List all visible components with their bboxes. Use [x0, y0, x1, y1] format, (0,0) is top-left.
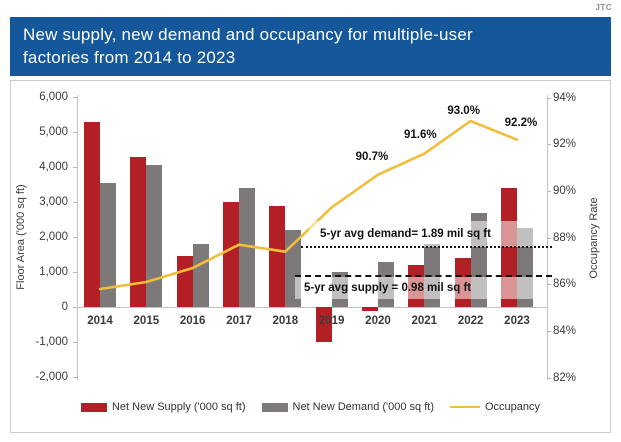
y-axis-tick-label: 2,000 — [39, 231, 68, 243]
right-axis-tick-label: 82% — [553, 371, 577, 384]
right-axis-tick-mark — [547, 377, 551, 379]
right-axis-tick-mark — [547, 237, 551, 239]
y-axis-tick-mark — [73, 132, 77, 133]
y-axis-tick-label: 4,000 — [39, 161, 68, 173]
right-axis-tick-mark — [547, 191, 551, 193]
x-axis-label-2021: 2021 — [411, 315, 438, 327]
legend-item-demand: Net New Demand ('000 sq ft) — [261, 401, 435, 413]
y-axis-tick-mark — [73, 272, 77, 273]
y-axis-tick-mark — [73, 97, 77, 98]
right-axis-tick-label: 90% — [553, 185, 577, 198]
right-axis-tick-mark — [547, 144, 551, 146]
chart-title-line-1: New supply, new demand and occupancy for… — [23, 25, 473, 44]
y-axis-tick-label: -2,000 — [35, 371, 68, 383]
avg-supply-refline — [295, 275, 552, 277]
x-axis-label-2023: 2023 — [504, 315, 530, 327]
legend-swatch-supply — [80, 402, 107, 412]
x-axis-label-2015: 2015 — [133, 315, 160, 327]
x-axis-label-2016: 2016 — [179, 315, 206, 327]
y-axis-tick-mark — [73, 202, 77, 203]
right-axis-line — [547, 95, 548, 380]
legend-line-occupancy — [450, 406, 480, 408]
avg-supply-annotation: 5-yr avg supply = 0.98 mil sq ft — [295, 277, 543, 299]
occupancy-label-2020: 90.7% — [355, 150, 389, 163]
y-axis-tick-mark — [73, 377, 77, 378]
right-axis-tick-mark — [547, 97, 551, 99]
x-axis-label-2019: 2019 — [318, 315, 345, 327]
legend-item-occupancy: Occupancy — [450, 401, 540, 413]
occupancy-label-2023: 92.2% — [504, 116, 538, 129]
right-axis-tick-label: 92% — [553, 138, 577, 151]
y-axis-tick-mark — [73, 237, 77, 238]
chart-title-line-2: factories from 2014 to 2023 — [23, 47, 236, 67]
legend-item-supply: Net New Supply ('000 sq ft) — [80, 401, 246, 413]
y-axis-tick-mark — [73, 342, 77, 343]
legend-label-supply: Net New Supply ('000 sq ft) — [111, 401, 246, 413]
right-axis-tick-label: 84% — [553, 325, 577, 338]
y-axis-tick-label: 3,000 — [39, 196, 68, 208]
bar-supply-2019 — [315, 307, 332, 342]
x-axis-zero-line — [77, 307, 547, 308]
occupancy-label-2022: 93.0% — [447, 105, 480, 118]
brand-logo: JTC — [595, 3, 612, 12]
legend-label-demand: Net New Demand ('000 sq ft) — [292, 401, 435, 413]
legend: Net New Supply ('000 sq ft) Net New Dema… — [10, 401, 611, 413]
y-axis-tick-label: 0 — [61, 301, 68, 313]
right-axis-tick-label: 86% — [553, 278, 577, 291]
x-axis-label-2022: 2022 — [457, 315, 484, 327]
x-axis-label-2014: 2014 — [87, 315, 113, 327]
y-axis-tick-mark — [73, 307, 77, 308]
legend-label-occupancy: Occupancy — [485, 401, 541, 413]
right-axis-tick-label: 94% — [553, 91, 577, 104]
right-axis-tick-mark — [547, 284, 551, 286]
legend-swatch-demand — [261, 402, 288, 412]
left-axis-title: Floor Area ('000 sq ft) — [15, 184, 27, 290]
right-axis-tick-label: 88% — [553, 231, 577, 244]
avg-demand-annotation: 5-yr avg demand= 1.89 mil sq ft — [309, 221, 543, 247]
chart-title-banner: New supply, new demand and occupancy for… — [10, 17, 611, 76]
y-axis-tick-mark — [73, 167, 77, 168]
y-axis-tick-label: 1,000 — [39, 266, 68, 278]
x-axis-label-2017: 2017 — [226, 315, 252, 327]
y-axis-tick-label: -1,000 — [35, 336, 68, 348]
right-axis-title: Occupancy Rate — [588, 197, 600, 279]
occupancy-label-2021: 91.6% — [403, 128, 437, 141]
bar-supply-2020 — [361, 307, 378, 311]
y-axis-tick-label: 6,000 — [39, 91, 68, 103]
left-axis-line — [77, 95, 78, 380]
avg-demand-refline — [301, 246, 552, 248]
right-axis-tick-mark — [547, 331, 551, 333]
y-axis-tick-label: 5,000 — [39, 126, 68, 138]
x-axis-label-2020: 2020 — [365, 315, 391, 327]
x-axis-label-2018: 2018 — [272, 315, 299, 327]
bar-supply-2014 — [84, 121, 100, 307]
